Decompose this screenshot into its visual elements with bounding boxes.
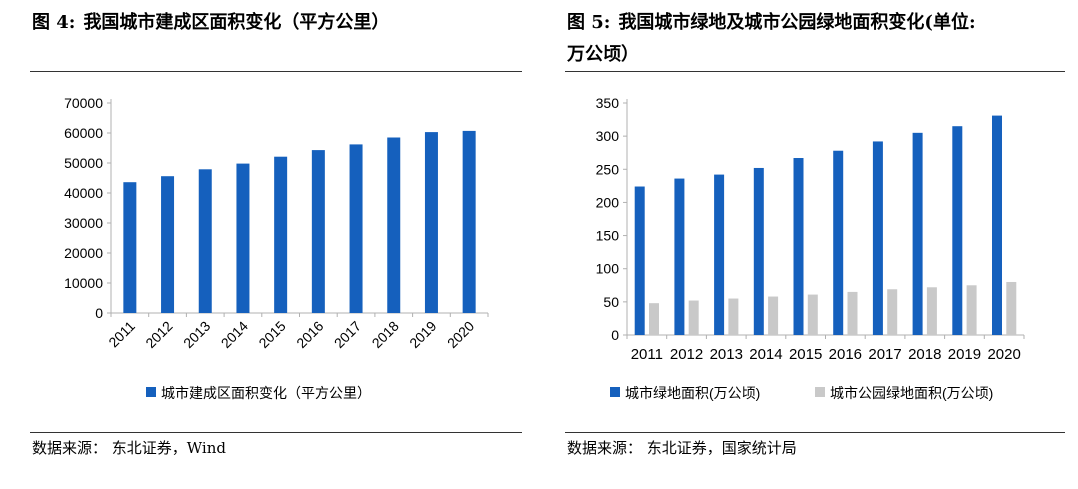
figure-5-title-line1: 我国城市绿地及城市公园绿地面积变化(单位: (618, 12, 976, 33)
y-tick-label: 0 (95, 305, 103, 321)
bar-secondary (887, 289, 898, 335)
figure-4-label: 图 4: (32, 12, 76, 33)
bar-primary (236, 163, 250, 313)
x-tick-label: 2011 (631, 346, 663, 363)
y-tick-label: 50 (603, 294, 619, 310)
bar-secondary (1006, 281, 1017, 335)
chart-green-area: 0 50 100 150 200 250 300 350 2011 2012 2013 2014 201… (596, 95, 1025, 401)
bar-primary (872, 141, 883, 335)
x-tick-label: 2012 (670, 346, 703, 363)
bar-primary (952, 126, 963, 335)
x-tick-label: 2020 (987, 346, 1020, 363)
bar-secondary (926, 287, 937, 335)
source-note: 数据来源： 东北证券，国家统计局 (567, 439, 797, 457)
bar-secondary (728, 298, 739, 335)
bar-primary (424, 132, 438, 313)
y-tick-label: 10000 (64, 275, 103, 291)
x-tick-label: 2018 (369, 318, 402, 351)
y-tick-label: 0 (611, 327, 619, 343)
y-tick-label: 100 (596, 261, 620, 277)
x-tick-label: 2015 (255, 318, 288, 351)
legend-swatch (815, 387, 825, 397)
x-tick-label: 2017 (331, 318, 364, 351)
bar-primary (462, 130, 476, 313)
bar-secondary (648, 303, 659, 335)
x-tick-label: 2012 (142, 318, 175, 351)
y-tick-label: 50000 (64, 155, 103, 171)
top-rule (565, 71, 1065, 72)
bar-primary (387, 137, 401, 313)
y-tick-label: 350 (596, 95, 620, 111)
y-tick-label: 40000 (64, 185, 103, 201)
chart-building-area: 0 10000 20000 30000 40000 50000 60000 70000 2011… (64, 95, 489, 401)
x-tick-label: 2019 (948, 346, 981, 363)
bottom-rule (565, 432, 1065, 433)
bar-primary (198, 169, 212, 313)
bar-primary (674, 178, 685, 335)
source-note: 数据来源： 东北证券，Wind (32, 439, 226, 457)
bar-secondary (847, 291, 858, 335)
bar-primary (833, 150, 844, 335)
y-tick-label: 200 (596, 194, 620, 210)
y-tick-label: 60000 (64, 125, 103, 141)
y-tick-label: 30000 (64, 215, 103, 231)
bar-secondary (807, 294, 818, 335)
bar-secondary (688, 300, 699, 335)
x-tick-label: 2016 (293, 318, 326, 351)
figure-4-panel: 图 4: 我国城市建成区面积变化（平方公里） 0 10000 20000 30000 40… (30, 8, 522, 457)
y-tick-label: 70000 (64, 95, 103, 111)
x-tick-label: 2019 (406, 318, 439, 351)
x-tick-label: 2018 (908, 346, 941, 363)
x-tick-label: 2011 (105, 318, 138, 351)
x-tick-label: 2014 (749, 346, 782, 363)
legend-label: 城市绿地面积(万公顷) (625, 385, 760, 401)
bar-primary (992, 115, 1003, 335)
bar-primary (912, 132, 923, 335)
x-tick-label: 2013 (710, 346, 743, 363)
x-tick-label: 2015 (789, 346, 822, 363)
bar-primary (714, 174, 725, 335)
x-tick-label: 2017 (868, 346, 901, 363)
legend-swatch (146, 387, 156, 397)
legend-swatch (610, 387, 620, 397)
x-tick-label: 2016 (829, 346, 862, 363)
figure-5-panel: 图 5: 我国城市绿地及城市公园绿地面积变化(单位: 万公顷） 0 50 100 150… (555, 0, 1078, 489)
figure-4-title-text: 我国城市建成区面积变化（平方公里） (83, 12, 390, 33)
figure-5-title-line2: 万公顷） (567, 44, 639, 65)
bottom-rule (30, 432, 522, 433)
y-tick-label: 300 (596, 128, 620, 144)
bar-primary (634, 186, 645, 335)
bar-secondary (768, 296, 779, 335)
bar-primary (161, 176, 175, 313)
bar-primary (349, 144, 363, 313)
x-tick-label: 2013 (180, 318, 213, 351)
bar-primary (311, 150, 325, 313)
legend-label: 城市建成区面积变化（平方公里） (161, 385, 371, 401)
legend-label: 城市公园绿地面积(万公顷) (830, 385, 993, 401)
y-tick-label: 20000 (64, 245, 103, 261)
y-tick-label: 150 (596, 228, 620, 244)
bar-primary (793, 158, 804, 335)
top-rule (30, 71, 522, 72)
figure-5-title: 图 5: 我国城市绿地及城市公园绿地面积变化(单位: (567, 8, 976, 38)
x-tick-label: 2014 (218, 318, 251, 351)
x-tick-label: 2020 (444, 318, 477, 351)
figure-4-title: 图 4: 我国城市建成区面积变化（平方公里） (32, 8, 389, 38)
bar-primary (753, 167, 764, 335)
figure-5-label: 图 5: (567, 12, 611, 33)
bar-primary (274, 156, 288, 313)
bar-secondary (966, 285, 977, 335)
y-tick-label: 250 (596, 161, 620, 177)
bar-primary (123, 182, 137, 313)
